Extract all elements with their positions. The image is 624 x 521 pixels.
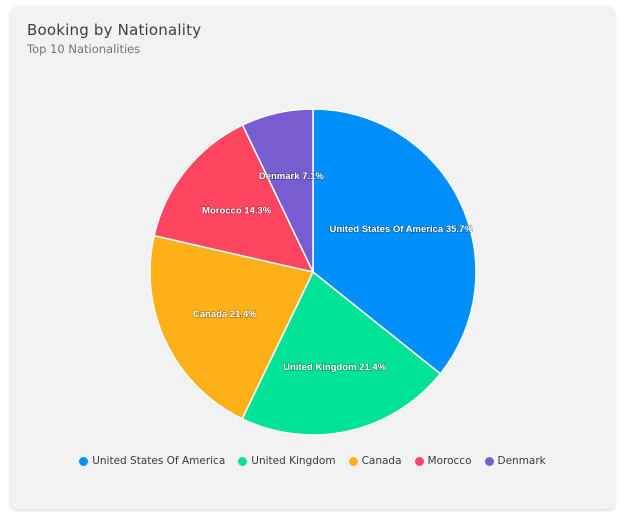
chart-title: Booking by Nationality [27, 21, 202, 39]
legend-marker-canada [348, 456, 358, 466]
chart-legend: United States Of America United Kingdom … [11, 455, 614, 467]
legend-label-usa: United States Of America [92, 455, 226, 467]
legend-label-morocco: Morocco [427, 455, 472, 467]
legend-label-canada: Canada [361, 455, 402, 467]
legend-item-usa[interactable]: United States Of America [79, 455, 225, 467]
data-label-morocco: Morocco 14.3% [202, 205, 272, 216]
pie-slice-united-states-of-america[interactable] [312, 108, 477, 375]
legend-label-uk: United Kingdom [251, 455, 336, 467]
pie-slice-canada[interactable] [149, 234, 315, 420]
legend-item-uk[interactable]: United Kingdom [238, 455, 336, 467]
pie-slice-denmark[interactable] [241, 108, 314, 273]
chart-card: Booking by Nationality Top 10 Nationalit… [11, 7, 614, 509]
data-label-denmark: Denmark 7.1% [259, 171, 325, 182]
data-label-canada: Canada 21.4% [193, 309, 257, 320]
legend-marker-usa [79, 456, 89, 466]
legend-label-denmark: Denmark [497, 455, 546, 467]
legend-item-morocco[interactable]: Morocco [414, 455, 472, 467]
pie-chart: United States Of America 35.7% United Kin… [149, 108, 477, 436]
legend-item-denmark[interactable]: Denmark [484, 455, 546, 467]
legend-marker-morocco [414, 456, 424, 466]
data-label-united-states-of-america: United States Of America 35.7% [330, 224, 474, 235]
legend-marker-uk [238, 456, 248, 466]
legend-marker-denmark [484, 456, 494, 466]
chart-subtitle: Top 10 Nationalities [27, 42, 141, 56]
pie-slice-morocco[interactable] [153, 123, 315, 274]
legend-item-canada[interactable]: Canada [348, 455, 402, 467]
data-label-united-kingdom: United Kingdom 21.4% [283, 362, 386, 373]
pie-slice-united-kingdom[interactable] [241, 270, 442, 436]
